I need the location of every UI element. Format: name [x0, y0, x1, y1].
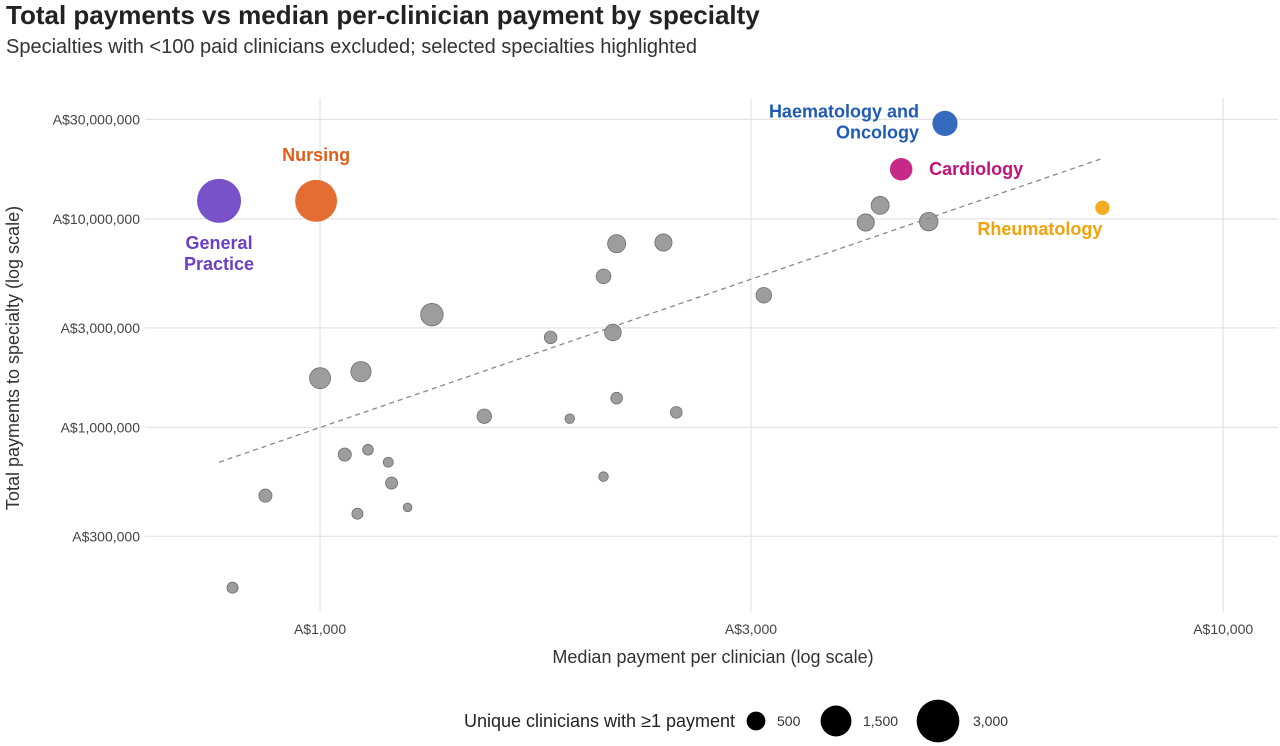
legend-circle-3-000 — [916, 699, 960, 743]
legend-circle-500 — [746, 711, 766, 731]
specialty-point — [604, 323, 622, 342]
y-tick-label: A$30,000,000 — [53, 111, 140, 127]
specialty-point — [337, 447, 352, 462]
specialty-point — [670, 406, 683, 419]
point-haematology-and-oncology — [932, 110, 958, 137]
specialty-point — [382, 456, 394, 468]
specialty-point — [362, 444, 374, 456]
grid — [145, 98, 1278, 612]
specialty-point — [755, 287, 772, 304]
point-general-practice — [197, 178, 242, 223]
x-axis-ticks: A$1,000 A$3,000 A$10,000 — [294, 621, 1253, 637]
point-cardiology — [889, 157, 913, 181]
legend-label-1-500: 1,500 — [863, 713, 898, 729]
label-general-practice: General Practice — [184, 233, 254, 274]
chart-subtitle: Specialties with <100 paid clinicians ex… — [6, 36, 697, 58]
y-axis-title: Total payments to specialty (log scale) — [3, 206, 23, 510]
legend-label-500: 500 — [777, 713, 801, 729]
label-nursing: Nursing — [282, 145, 350, 165]
x-tick-label: A$10,000 — [1193, 621, 1253, 637]
y-tick-label: A$10,000,000 — [53, 211, 140, 227]
specialty-point — [226, 581, 239, 594]
specialty-point — [476, 408, 492, 424]
x-tick-label: A$3,000 — [725, 621, 777, 637]
specialty-point — [654, 233, 673, 252]
legend-circle-1-500 — [820, 705, 852, 737]
specialty-point — [607, 234, 627, 254]
specialty-point — [351, 507, 364, 520]
point-nursing — [295, 179, 338, 222]
specialty-point — [610, 391, 623, 405]
specialty-point — [856, 213, 875, 232]
data-points — [197, 110, 1110, 594]
point-rheumatology — [1095, 200, 1110, 215]
specialty-point — [595, 268, 612, 285]
y-axis-ticks: A$300,000 A$1,000,000 A$3,000,000 A$10,000,… — [53, 111, 140, 544]
specialty-point — [919, 211, 939, 232]
legend-title: Unique clinicians with ≥1 payment — [464, 711, 735, 731]
specialty-point — [350, 361, 372, 383]
specialty-point — [402, 502, 413, 513]
specialty-point — [309, 367, 331, 390]
specialty-point — [385, 476, 398, 490]
specialty-point — [543, 330, 558, 345]
y-tick-label: A$300,000 — [72, 528, 140, 544]
legend-label-3-000: 3,000 — [973, 713, 1008, 729]
label-haematology-and-oncology: Haematology and Oncology — [769, 101, 919, 142]
specialty-point — [598, 471, 609, 482]
label-cardiology: Cardiology — [929, 159, 1023, 179]
specialty-point — [564, 413, 575, 424]
x-axis-title: Median payment per clinician (log scale) — [552, 647, 873, 667]
y-tick-label: A$3,000,000 — [61, 320, 141, 336]
trendline — [218, 157, 1103, 463]
specialty-point — [870, 196, 890, 215]
specialty-point — [258, 488, 273, 503]
size-legend: Unique clinicians with ≥1 payment 500 1,5… — [464, 699, 1008, 743]
highlight-labels: General Practice Nursing Haematology and Onc… — [184, 101, 1102, 273]
trendline-path — [218, 157, 1103, 463]
label-rheumatology: Rheumatology — [977, 219, 1102, 239]
chart-title: Total payments vs median per-clinician p… — [6, 0, 760, 30]
x-tick-label: A$1,000 — [294, 621, 346, 637]
y-tick-label: A$1,000,000 — [61, 419, 141, 435]
specialty-point — [420, 303, 444, 327]
